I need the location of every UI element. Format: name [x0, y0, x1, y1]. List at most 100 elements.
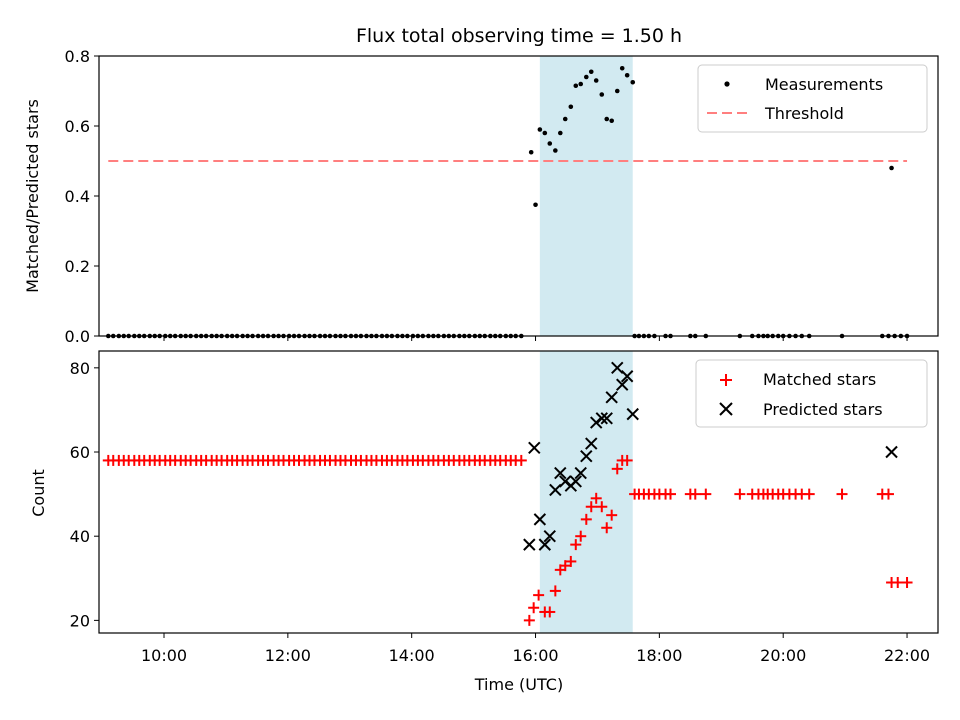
matched-star-marker: [533, 589, 545, 601]
predicted-marker-b: [585, 437, 598, 450]
top-legend-box: [697, 64, 928, 133]
matched-star-marker: [596, 501, 608, 513]
measurement-point: [568, 104, 574, 110]
x-tick-label: 16:00: [512, 646, 558, 665]
matched-star-marker: [836, 488, 848, 500]
measurement-point: [889, 165, 894, 171]
top-legend: Measurements Threshold: [697, 64, 928, 133]
matched-star-marker: [621, 454, 633, 466]
top-panel: 0.00.20.40.60.8 Matched/Predicted stars …: [23, 47, 939, 346]
predicted-star-marker: [538, 538, 552, 551]
predicted-marker-b: [600, 412, 613, 425]
top-axes-frame: [98, 55, 939, 337]
measurement-point: [547, 141, 553, 146]
predicted-marker-b: [616, 378, 629, 391]
predicted-star-marker: [626, 407, 639, 421]
matched-star-marker: [523, 614, 535, 626]
matched-star-marker: [606, 509, 618, 521]
predicted-star-marker: [585, 437, 598, 450]
predicted-marker-b: [605, 391, 618, 404]
predicted-star-marker: [569, 475, 582, 488]
matched-stars-series: [102, 454, 913, 626]
measurement-point: [553, 148, 558, 153]
predicted-star-marker: [533, 513, 547, 526]
matched-star-marker: [892, 576, 904, 588]
bottom-legend-box: [695, 359, 928, 428]
matched-star-marker: [515, 454, 527, 466]
matched-star-marker: [549, 585, 561, 597]
measurement-point: [604, 116, 610, 122]
bottom-x-axis: 10:00 12:00 14:00 16:00 18:00 20:00 22:00: [141, 633, 930, 665]
legend-matched-label: Matched stars: [763, 370, 876, 389]
matched-star-marker: [901, 576, 913, 588]
predicted-marker-b: [569, 475, 582, 488]
predicted-star-marker: [595, 412, 608, 425]
predicted-marker-b: [533, 513, 547, 526]
legend-measurements-label: Measurements: [765, 75, 883, 94]
predicted-stars-series: [523, 361, 898, 551]
predicted-star-marker: [616, 378, 629, 391]
bottom-panel: 20 40 60 80 10:00 12:00 14:00 16:00 18:00 20:00 2…: [29, 350, 939, 694]
x-tick-label: 22:00: [884, 646, 930, 665]
predicted-star-marker: [528, 441, 541, 455]
matched-star-marker: [803, 488, 815, 500]
predicted-marker-b: [554, 466, 567, 480]
predicted-marker-b: [626, 407, 639, 421]
x-tick-label: 20:00: [760, 646, 806, 665]
predicted-marker-b: [538, 538, 552, 551]
measurement-point: [528, 149, 534, 155]
bottom-y-tick-label: 40: [70, 527, 90, 546]
measurement-point: [573, 83, 579, 89]
measurement-point: [599, 92, 605, 97]
measurement-point: [630, 79, 636, 85]
predicted-star-marker: [605, 391, 618, 404]
legend-threshold-label: Threshold: [764, 104, 844, 123]
predicted-marker-b: [611, 361, 624, 375]
top-y-tick-label: 0.6: [65, 117, 90, 136]
measurement-point: [578, 81, 584, 87]
matched-star-marker: [559, 560, 571, 572]
measurement-point: [593, 78, 599, 83]
predicted-star-marker: [543, 529, 556, 543]
matched-star-marker: [570, 539, 582, 551]
matched-star-marker: [601, 522, 613, 534]
measurement-point: [619, 65, 625, 71]
legend-matched-marker: [720, 374, 732, 386]
bottom-y-tick-label: 80: [70, 359, 90, 378]
top-y-tick-label: 0.0: [65, 327, 90, 346]
top-y-tick-label: 0.8: [65, 47, 90, 66]
predicted-marker-b: [620, 370, 634, 383]
matched-star-marker: [611, 463, 623, 475]
measurement-point: [557, 130, 563, 136]
predicted-star-marker: [549, 483, 562, 497]
predicted-marker-b: [885, 445, 898, 459]
matched-star-marker: [565, 555, 577, 567]
measurement-point: [533, 202, 538, 208]
top-y-tick-label: 0.2: [65, 257, 90, 276]
matched-star-marker: [580, 513, 592, 525]
measurement-point: [588, 69, 594, 75]
matched-star-marker: [528, 602, 540, 614]
top-y-tick-label: 0.4: [65, 187, 90, 206]
predicted-marker-b: [523, 538, 536, 551]
measurement-point: [562, 116, 568, 122]
measurement-point: [584, 74, 589, 80]
matched-star-marker: [882, 488, 894, 500]
bottom-y-tick-label: 60: [70, 443, 90, 462]
matched-star-marker: [689, 488, 701, 500]
predicted-star-marker: [554, 466, 567, 480]
matched-star-marker: [700, 488, 712, 500]
predicted-star-marker: [620, 370, 634, 383]
predicted-marker-b: [549, 483, 562, 497]
predicted-star-marker: [580, 450, 593, 463]
measurement-point: [542, 130, 548, 136]
predicted-marker-b: [574, 466, 587, 480]
measurement-point: [624, 72, 630, 78]
legend-predicted-label: Predicted stars: [763, 400, 883, 419]
bottom-y-axis: 20 40 60 80: [70, 359, 99, 630]
predicted-marker-b: [580, 450, 593, 463]
bottom-y-label: Count: [29, 469, 48, 517]
predicted-star-marker: [523, 538, 536, 551]
predicted-star-marker: [600, 412, 613, 425]
predicted-marker-b: [595, 412, 608, 425]
